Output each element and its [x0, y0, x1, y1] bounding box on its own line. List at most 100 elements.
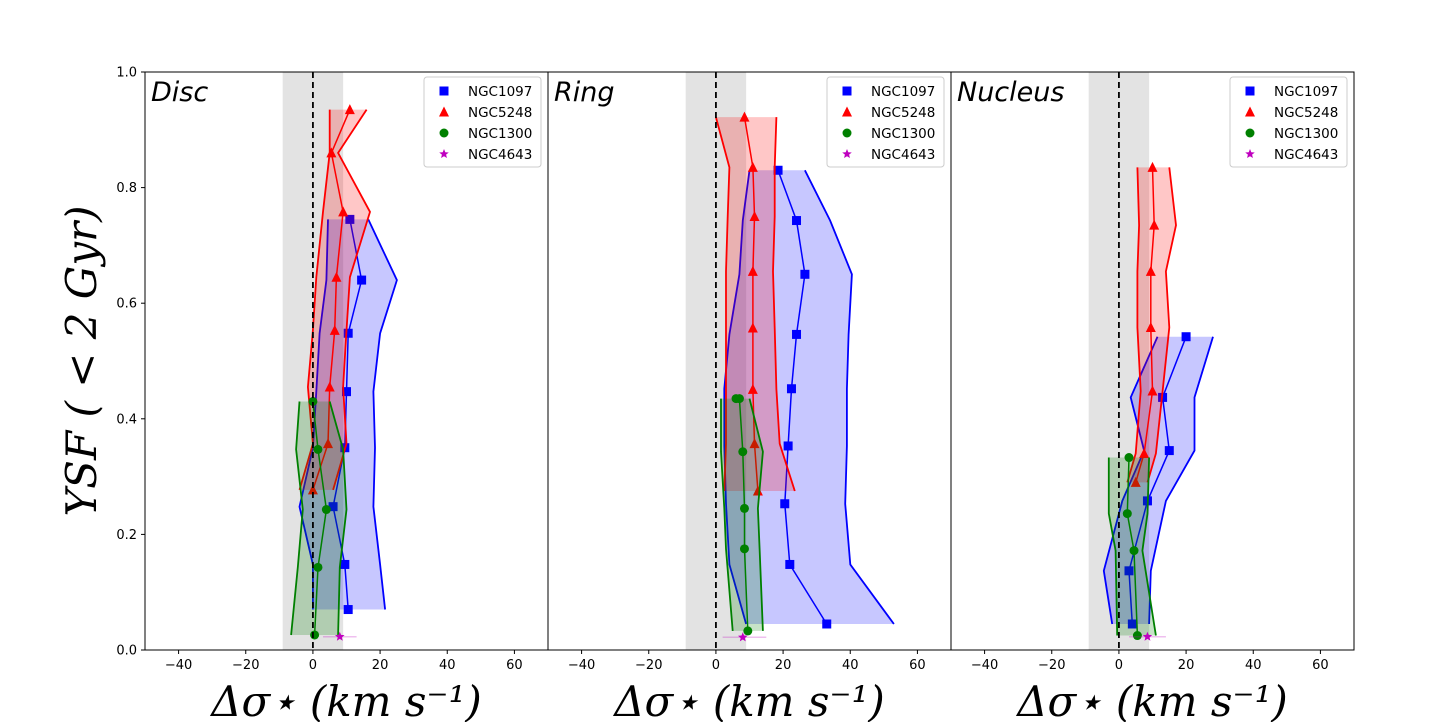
range-upper-line: [804, 169, 895, 625]
data-point: [780, 499, 790, 509]
series-ngc1300: [290, 396, 348, 640]
data-point: [747, 322, 758, 333]
data-point: [329, 324, 340, 335]
panel-ring: −40 −20 0 20 40 60 Ring Δσ⋆ (km s⁻¹) NGC1097 NGC5…: [547, 71, 952, 722]
legend-label: NGC5248: [1274, 105, 1338, 121]
data-point: [307, 484, 318, 495]
x-tick-label: −20: [232, 658, 259, 673]
data-point: [731, 394, 741, 404]
range-upper-line: [1148, 336, 1214, 625]
legend-label: NGC4643: [468, 147, 532, 163]
series-ngc5248: [298, 104, 371, 495]
legend-label: NGC5248: [468, 105, 532, 121]
x-tick-label: 60: [909, 658, 926, 673]
y-tick-label: 0.4: [116, 412, 137, 427]
y-tick-label: 0.8: [116, 181, 137, 196]
legend-marker: [1245, 106, 1255, 117]
legend: NGC1097 NGC5248 NGC1300 NGC4643: [423, 76, 542, 168]
data-point: [331, 271, 342, 282]
x-tick-label: −40: [568, 658, 595, 673]
legend-item: NGC5248: [1245, 105, 1338, 121]
data-point: [1149, 219, 1160, 230]
x-axis-label: Δσ⋆ (km s⁻¹): [612, 677, 885, 722]
data-point: [747, 161, 758, 172]
legend-marker: [439, 128, 449, 138]
legend: NGC1097 NGC5248 NGC1300 NGC4643: [1229, 76, 1348, 168]
legend-item: NGC4643: [439, 147, 532, 163]
plot-area: [685, 72, 895, 650]
data-point: [343, 605, 353, 615]
plot-area: [282, 72, 398, 650]
data-point: [1129, 546, 1139, 556]
data-point: [747, 383, 758, 394]
data-point: [326, 147, 337, 158]
series-line: [1126, 457, 1139, 636]
data-point: [313, 444, 323, 454]
y-tick-label: 0.2: [116, 528, 137, 543]
x-tick-label: −20: [635, 658, 662, 673]
range-upper-line: [367, 219, 398, 610]
legend-label: NGC1300: [1274, 126, 1338, 142]
legend-label: NGC1300: [468, 126, 532, 142]
legend-marker: [1245, 149, 1255, 159]
legend-label: NGC1097: [1274, 84, 1338, 100]
data-point: [308, 396, 318, 406]
data-point: [357, 275, 367, 285]
legend-label: NGC1097: [871, 84, 935, 100]
range-upper-line: [332, 109, 371, 491]
series-ngc1300: [1107, 453, 1157, 641]
series-ngc1300: [720, 394, 764, 636]
legend-marker: [842, 106, 852, 117]
data-point: [310, 630, 320, 640]
y-tick-label: 0.0: [116, 644, 137, 659]
series-ngc4643: [322, 631, 357, 641]
data-point: [343, 328, 353, 338]
range-upper-line: [748, 398, 764, 631]
y-tick-label: 1.0: [116, 66, 137, 81]
data-point: [321, 505, 331, 515]
data-point: [800, 269, 810, 279]
legend-marker: [842, 128, 852, 138]
data-point: [785, 559, 795, 569]
legend-marker: [439, 106, 449, 117]
x-tick-label: −40: [971, 658, 998, 673]
range-band: [299, 109, 370, 490]
range-lower-line: [1126, 167, 1142, 483]
data-point: [1122, 509, 1132, 519]
legend-item: NGC1300: [842, 126, 935, 142]
data-point: [739, 111, 750, 122]
data-point: [738, 447, 748, 457]
legend-item: NGC1300: [1245, 126, 1338, 142]
data-point: [1145, 265, 1156, 276]
legend-label: NGC4643: [871, 147, 935, 163]
legend-item: NGC5248: [842, 105, 935, 121]
legend-marker: [1245, 128, 1255, 138]
data-point: [752, 485, 763, 496]
legend-label: NGC1097: [468, 84, 532, 100]
data-point: [1130, 476, 1141, 487]
panel-title: Nucleus: [957, 77, 1064, 108]
panel-title: Disc: [151, 77, 208, 108]
range-lower-line: [715, 116, 731, 492]
data-point: [1127, 619, 1137, 629]
range-lower-line: [1102, 336, 1159, 625]
data-point: [340, 559, 350, 569]
x-tick-label: −20: [1038, 658, 1065, 673]
legend-marker: [439, 86, 449, 96]
range-lower-line: [723, 170, 751, 625]
data-point: [345, 214, 355, 224]
legend-item: NGC4643: [842, 147, 935, 163]
data-point: [342, 387, 351, 397]
panel-disc: −40 −20 0 20 40 60 0.0 0.2 0.4 0.6 0.8 1.0 Disc Δσ⋆ (…: [116, 66, 549, 722]
legend-box: [423, 76, 542, 168]
series-ngc4643: [1128, 631, 1166, 641]
data-point: [335, 631, 345, 641]
data-point: [739, 544, 749, 554]
data-point: [1147, 385, 1158, 396]
y-axis-label: YSF ( < 2 Gyr): [57, 205, 106, 516]
x-tick-label: 40: [439, 658, 456, 673]
data-point: [1145, 321, 1156, 332]
data-point: [1139, 447, 1150, 458]
data-point: [1181, 332, 1191, 342]
